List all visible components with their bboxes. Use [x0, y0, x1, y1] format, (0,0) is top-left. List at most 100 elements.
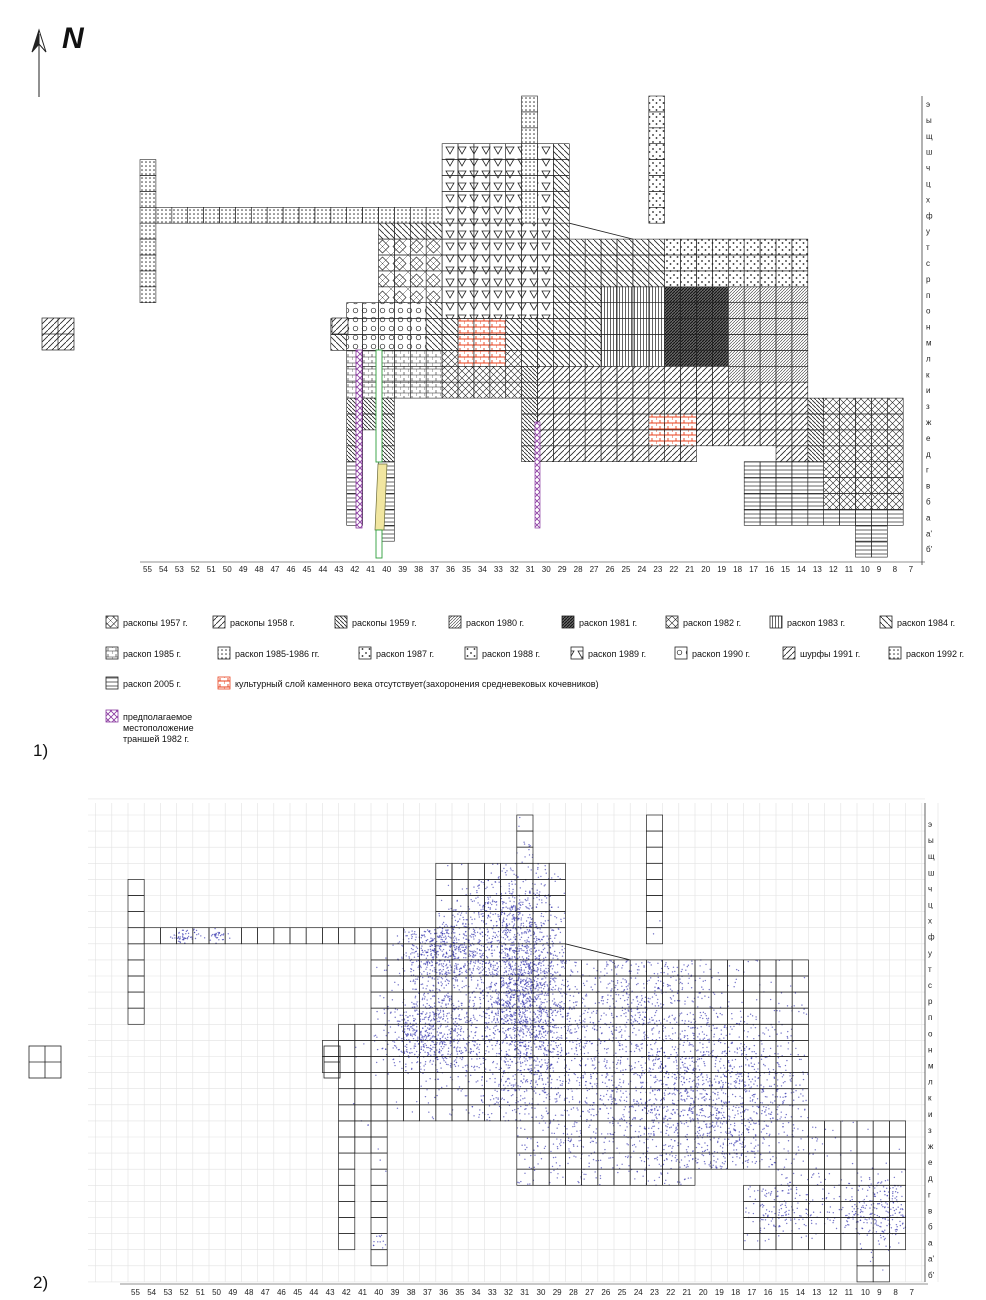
- column-label: 35: [455, 1288, 464, 1297]
- column-label: 32: [510, 565, 519, 574]
- column-label: 8: [893, 565, 898, 574]
- legend-label: раскоп 1987 г.: [376, 649, 434, 659]
- row-label: и: [926, 386, 930, 395]
- row-label: ч: [926, 164, 930, 173]
- row-label: у: [926, 227, 930, 236]
- column-label: 28: [569, 1288, 578, 1297]
- legend-label: раскопы 1957 г.: [123, 618, 188, 628]
- legend-swatch-icon: [674, 646, 688, 660]
- row-label: з: [928, 1126, 932, 1135]
- column-label: 17: [749, 565, 758, 574]
- column-label: 33: [488, 1288, 497, 1297]
- row-label: п: [926, 291, 930, 300]
- column-label: 7: [910, 1288, 915, 1297]
- row-label: д: [926, 450, 931, 459]
- column-label: 11: [845, 565, 854, 574]
- legend-swatch-icon: [665, 615, 679, 629]
- legend-swatch-icon: [879, 615, 893, 629]
- column-label: 25: [622, 565, 631, 574]
- row-label: щ: [926, 132, 933, 141]
- row-label: р: [928, 997, 933, 1006]
- legend-label: раскопы 1959 г.: [352, 618, 417, 628]
- column-label: 16: [765, 565, 774, 574]
- column-label: 51: [196, 1288, 205, 1297]
- legend-label: раскоп 1981 г.: [579, 618, 637, 628]
- column-label: 43: [326, 1288, 335, 1297]
- row-label: с: [928, 981, 932, 990]
- row-label: у: [928, 949, 932, 958]
- column-label: 36: [439, 1288, 448, 1297]
- row-label: л: [928, 1078, 933, 1087]
- column-label: 32: [504, 1288, 513, 1297]
- column-label: 9: [877, 1288, 882, 1297]
- column-label: 40: [374, 1288, 383, 1297]
- legend-swatch-icon: [334, 615, 348, 629]
- column-label: 14: [796, 1288, 805, 1297]
- column-label: 50: [223, 565, 232, 574]
- row-label: ы: [926, 116, 932, 125]
- column-label: 21: [682, 1288, 691, 1297]
- row-label: ы: [928, 836, 934, 845]
- legend-label: культурный слой каменного века отсутству…: [235, 679, 599, 689]
- legend-swatch-icon: [561, 615, 575, 629]
- column-label: 42: [342, 1288, 351, 1297]
- row-label: н: [926, 323, 930, 332]
- column-label: 11: [845, 1288, 854, 1297]
- row-label: э: [928, 820, 932, 829]
- column-label: 23: [653, 565, 662, 574]
- legend-swatch-icon: [358, 646, 372, 660]
- legend-swatch-icon: [464, 646, 478, 660]
- column-label: 51: [207, 565, 216, 574]
- column-label: 29: [558, 565, 567, 574]
- row-label: к: [928, 1094, 932, 1103]
- column-label: 8: [893, 1288, 898, 1297]
- legend-label: предполагаемое: [123, 712, 192, 722]
- row-label: э: [926, 100, 930, 109]
- column-label: 18: [733, 565, 742, 574]
- column-label: 15: [780, 1288, 789, 1297]
- legend-label: раскоп 1990 г.: [692, 649, 750, 659]
- column-label: 37: [423, 1288, 432, 1297]
- legend-label: раскоп 1982 г.: [683, 618, 741, 628]
- column-label: 45: [303, 565, 312, 574]
- panel1-grid: [41, 95, 904, 558]
- north-arrow-icon: [31, 28, 47, 97]
- row-label: в: [926, 482, 930, 491]
- legend-swatch-icon: [217, 676, 231, 690]
- column-label: 18: [731, 1288, 740, 1297]
- row-label: ц: [928, 901, 933, 910]
- row-label: м: [926, 339, 932, 348]
- panel-label-2: 2): [33, 1273, 48, 1292]
- panel2-artifact-density: [169, 816, 907, 1271]
- panel-label-1: 1): [33, 741, 48, 760]
- column-label: 27: [590, 565, 599, 574]
- legend-label: раскоп 1988 г.: [482, 649, 540, 659]
- column-label: 35: [462, 565, 471, 574]
- legend-swatch-icon: [105, 615, 119, 629]
- panel2-grid: [28, 814, 906, 1283]
- legend-label: раскоп 1985-1986 гг.: [235, 649, 319, 659]
- row-label: т: [926, 243, 930, 252]
- column-label: 31: [526, 565, 535, 574]
- column-label: 20: [699, 1288, 708, 1297]
- column-label: 26: [606, 565, 615, 574]
- row-label: б: [926, 498, 931, 507]
- column-label: 27: [585, 1288, 594, 1297]
- column-label: 21: [685, 565, 694, 574]
- row-label: ш: [926, 148, 932, 157]
- row-label: а': [928, 1255, 934, 1264]
- column-label: 22: [666, 1288, 675, 1297]
- legend-label: траншей 1982 г.: [123, 734, 189, 744]
- column-label: 13: [812, 1288, 821, 1297]
- column-label: 55: [131, 1288, 140, 1297]
- column-label: 28: [574, 565, 583, 574]
- row-label: х: [928, 917, 932, 926]
- legend-label: раскоп 1983 г.: [787, 618, 845, 628]
- legend-label: местоположение: [123, 723, 194, 733]
- legend-swatch-icon: [448, 615, 462, 629]
- row-label: р: [926, 275, 931, 284]
- column-label: 12: [829, 565, 838, 574]
- legend-label: раскоп 1984 г.: [897, 618, 955, 628]
- north-label: N: [62, 22, 85, 55]
